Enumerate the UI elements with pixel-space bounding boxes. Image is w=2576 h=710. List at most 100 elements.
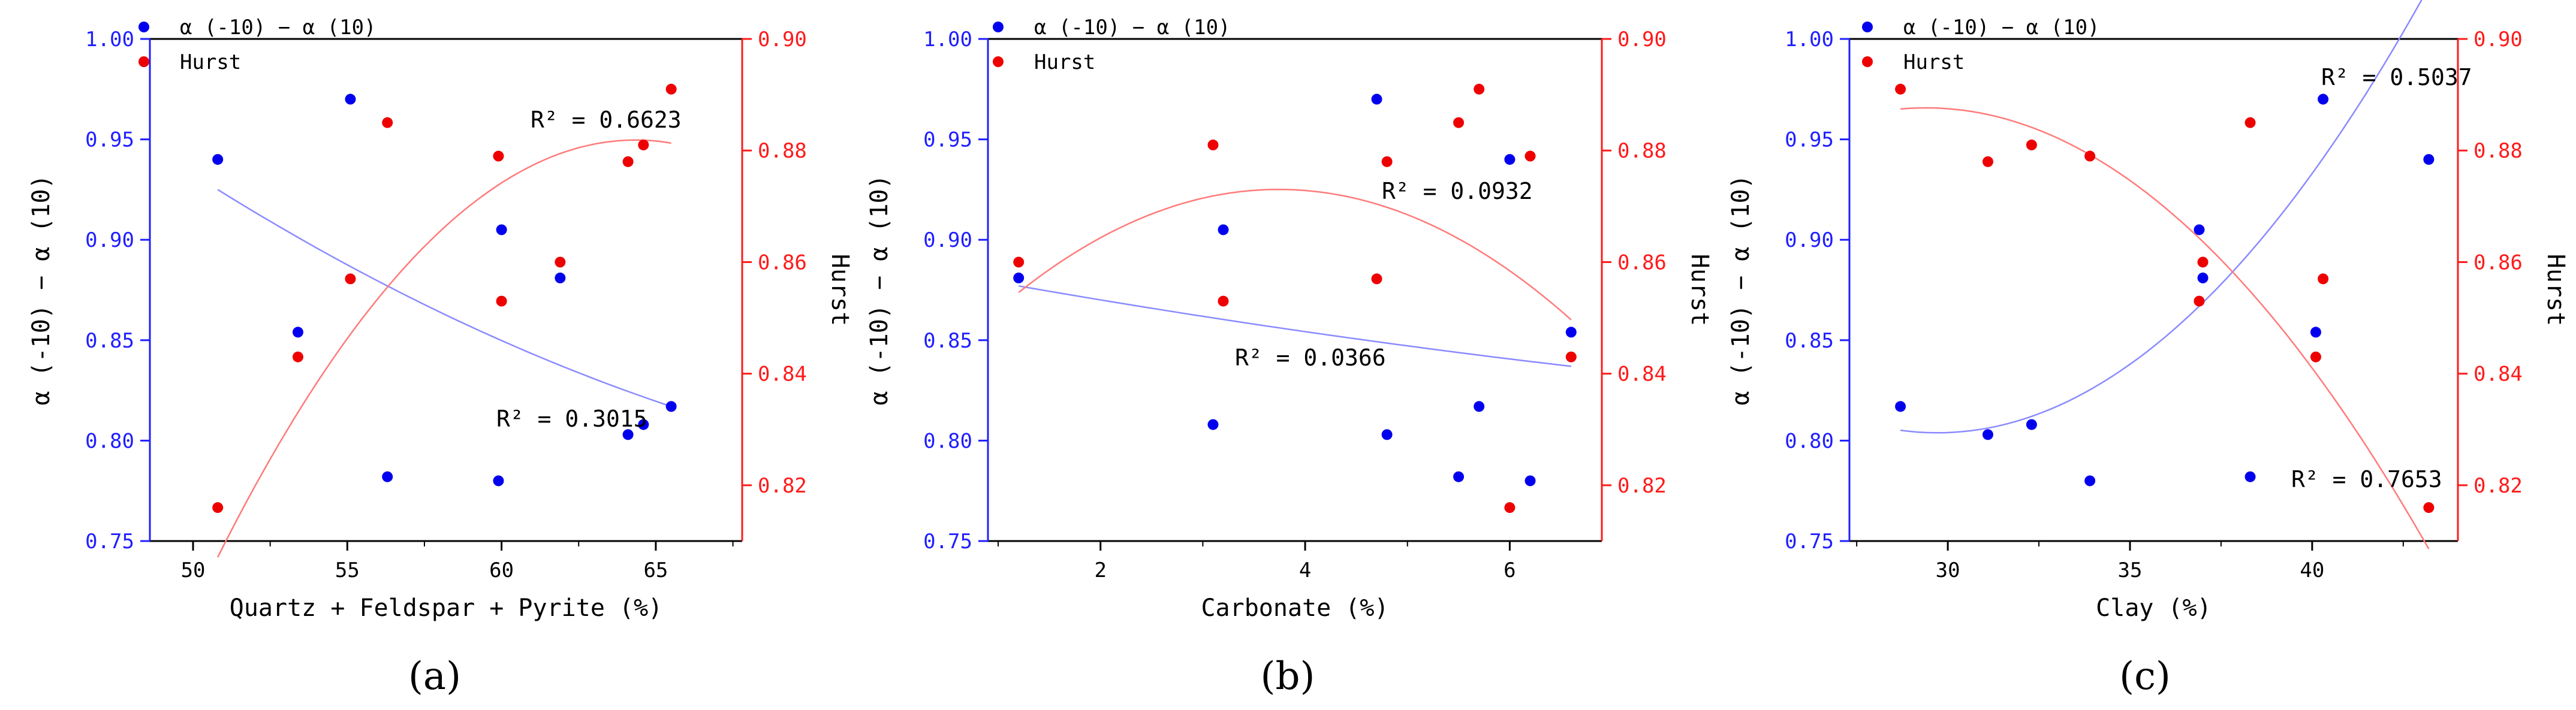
panel-label-c: (c) [2119, 654, 2171, 699]
hurst-r2-annotation: R² = 0.0932 [1382, 178, 1533, 204]
right-y-tick-label: 0.86 [2473, 250, 2523, 274]
hurst-data-point [1524, 150, 1536, 162]
x-tick-label: 35 [2118, 558, 2143, 582]
x-tick-label: 55 [335, 558, 360, 582]
left-y-tick-label: 0.95 [1785, 128, 1834, 152]
legend-marker-alpha [1862, 22, 1873, 32]
left-y-tick-label: 0.80 [85, 429, 134, 453]
hurst-fit-curve [1900, 107, 2430, 549]
right-y-tick-label: 0.84 [758, 362, 807, 386]
panel-label-b: (b) [1261, 654, 1315, 699]
alpha-data-point [382, 471, 393, 482]
left-y-tick-label: 0.80 [923, 429, 972, 453]
hurst-data-point [665, 83, 677, 95]
hurst-data-point [345, 273, 356, 285]
hurst-r2-annotation: R² = 0.6623 [531, 107, 682, 133]
hurst-data-point [212, 502, 224, 513]
legend-marker-alpha [993, 22, 1004, 32]
alpha-data-point [1524, 475, 1536, 487]
right-y-tick-label: 0.86 [1617, 250, 1667, 274]
hurst-data-point [2026, 139, 2037, 150]
panel-label-a: (a) [408, 654, 461, 699]
legend-marker-alpha [138, 22, 149, 32]
x-axis-title: Carbonate (%) [1201, 594, 1388, 622]
alpha-data-point [2197, 272, 2209, 283]
alpha-data-point [2084, 475, 2096, 487]
right-y-tick-label: 0.82 [758, 474, 807, 498]
alpha-data-point [1207, 419, 1219, 430]
alpha-data-point [1218, 224, 1229, 235]
left-y-tick-label: 0.95 [85, 128, 134, 152]
alpha-data-point [2026, 419, 2037, 430]
left-y-tick-label: 0.75 [923, 530, 972, 554]
hurst-data-point [2310, 351, 2321, 362]
panel-c: 30 35 40 0.75 0.80 0.85 0.90 0.95 1.00 0.82 0.84 0.… [1727, 0, 2569, 622]
alpha-r2-annotation: R² = 0.3015 [496, 406, 647, 432]
right-y-tick-label: 0.82 [1617, 474, 1667, 498]
hurst-data-point [493, 150, 504, 162]
alpha-data-point [555, 272, 566, 283]
alpha-data-point [622, 429, 634, 440]
alpha-r2-annotation: R² = 0.5037 [2321, 64, 2472, 90]
hurst-data-point [1207, 139, 1219, 150]
alpha-data-point [1474, 401, 1485, 412]
alpha-data-point [1371, 93, 1382, 105]
alpha-data-point [1504, 154, 1516, 165]
alpha-data-point [1453, 471, 1465, 482]
alpha-data-point [2244, 471, 2256, 482]
hurst-data-point [2423, 502, 2435, 513]
left-y-axis-title: α (-10) − α (10) [1727, 174, 1755, 405]
alpha-data-point [493, 475, 504, 487]
left-y-tick-label: 0.95 [923, 128, 972, 152]
x-tick-label: 30 [1936, 558, 1960, 582]
alpha-data-point [1895, 401, 1906, 412]
alpha-fit-curve [1900, 0, 2423, 434]
alpha-data-point [665, 401, 677, 412]
alpha-fit-curve [217, 189, 671, 407]
left-y-tick-label: 0.85 [1785, 329, 1834, 353]
left-y-axis-title: α (-10) − α (10) [28, 174, 55, 405]
left-y-tick-label: 0.75 [85, 530, 134, 554]
hurst-data-point [1381, 156, 1393, 167]
hurst-data-point [496, 295, 507, 307]
left-y-tick-label: 0.90 [923, 228, 972, 252]
right-y-tick-label: 0.88 [758, 139, 807, 163]
x-tick-label: 4 [1299, 558, 1311, 582]
legend-marker-hurst [138, 56, 149, 67]
alpha-r2-annotation: R² = 0.0366 [1235, 345, 1386, 371]
alpha-data-point [1565, 327, 1577, 338]
hurst-r2-annotation: R² = 0.7653 [2291, 466, 2442, 493]
hurst-data-point [1895, 83, 1906, 95]
alpha-data-point [2194, 224, 2205, 235]
right-y-tick-label: 0.82 [2473, 474, 2523, 498]
x-tick-label: 40 [2300, 558, 2324, 582]
hurst-data-point [555, 256, 566, 268]
hurst-data-point [2197, 256, 2209, 268]
hurst-data-point [1371, 273, 1382, 285]
right-y-tick-label: 0.84 [2473, 362, 2523, 386]
hurst-data-point [1013, 256, 1025, 268]
right-y-tick-label: 0.90 [758, 28, 807, 52]
legend-label-hurst: Hurst [1034, 50, 1095, 74]
hurst-data-point [1453, 117, 1465, 128]
right-y-axis-title: Hurst [826, 254, 854, 326]
hurst-fit-curve [217, 139, 671, 558]
panel-b: 2 4 6 0.75 0.80 0.85 0.90 0.95 1.00 0.82 0.84 0.86 0… [866, 16, 1713, 622]
left-y-tick-label: 0.90 [85, 228, 134, 252]
left-y-tick-label: 0.85 [85, 329, 134, 353]
hurst-data-point [1504, 502, 1516, 513]
legend-label-alpha: α (-10) − α (10) [1034, 16, 1231, 40]
alpha-fit-curve [1018, 285, 1571, 367]
hurst-data-point [2244, 117, 2256, 128]
x-tick-label: 2 [1094, 558, 1106, 582]
hurst-data-point [2194, 295, 2205, 307]
right-y-tick-label: 0.86 [758, 250, 807, 274]
legend-label-hurst: Hurst [1903, 50, 1965, 74]
right-y-axis-title: Hurst [2542, 254, 2569, 326]
right-y-tick-label: 0.90 [2473, 28, 2523, 52]
hurst-data-point [2318, 273, 2329, 285]
alpha-data-point [2318, 93, 2329, 105]
alpha-data-point [2310, 327, 2321, 338]
alpha-data-point [293, 327, 303, 338]
